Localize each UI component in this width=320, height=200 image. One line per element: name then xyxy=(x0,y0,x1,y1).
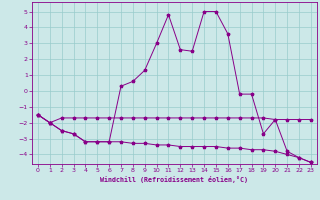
X-axis label: Windchill (Refroidissement éolien,°C): Windchill (Refroidissement éolien,°C) xyxy=(100,176,248,183)
